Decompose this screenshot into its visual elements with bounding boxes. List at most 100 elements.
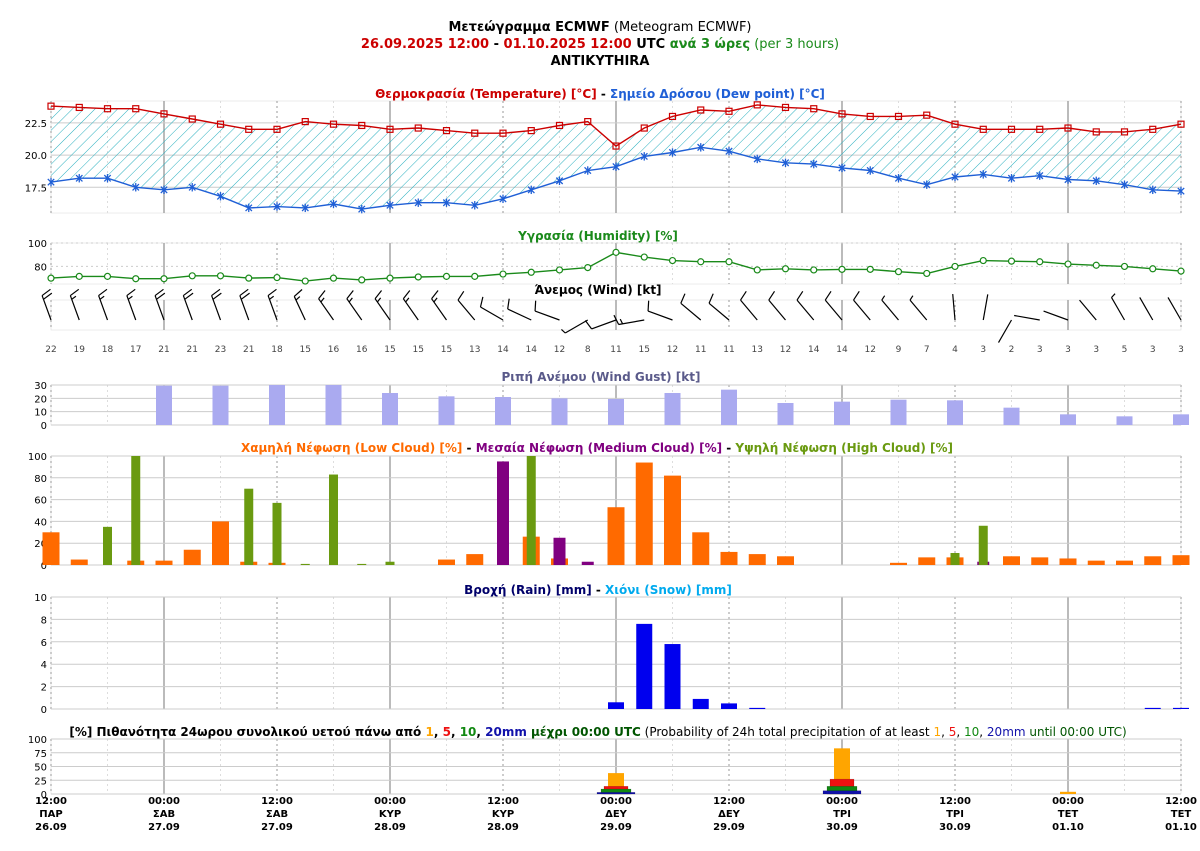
wind-barb-feather <box>613 314 620 325</box>
low-cloud-bar <box>1031 557 1049 565</box>
dewpoint-point <box>75 174 83 183</box>
wind-barb-shaft <box>647 310 673 321</box>
date-tick-label: 28.09 <box>487 822 519 833</box>
wind-barb-shaft <box>1043 310 1069 321</box>
gust-bar <box>156 385 172 425</box>
temperature-point <box>640 124 648 132</box>
wind-barb-feather <box>293 289 303 297</box>
wind-barb-shaft <box>346 298 363 321</box>
humidity-point <box>725 258 733 266</box>
y-tick-label: 10 <box>34 408 47 419</box>
humidity-point <box>640 253 648 261</box>
wind-barb-feather <box>405 297 410 303</box>
wind-barb <box>952 294 956 321</box>
wind-barb <box>293 289 306 321</box>
humidity-point <box>894 268 903 276</box>
dewpoint-point <box>160 185 168 195</box>
humidity-point <box>1092 261 1100 269</box>
temperature-point <box>358 121 366 130</box>
wind-panel-title: Άνεμος (Wind) [kt] <box>534 283 661 297</box>
wind-barb-feather <box>584 320 593 330</box>
wind-barb-shaft <box>564 319 589 334</box>
wind-barb-feather <box>239 288 249 297</box>
wind-barb <box>69 288 80 321</box>
wind-speed-label: 3 <box>1093 345 1099 355</box>
temperature-panel-title: Θερμοκρασία (Temperature) [°C] - Σημείο … <box>375 87 825 101</box>
day-tick-label: ΤΕΤ <box>1058 809 1079 820</box>
wind-barb <box>211 288 222 321</box>
wind-speed-label: 18 <box>271 345 283 355</box>
rain-bar <box>1173 707 1189 709</box>
date-tick-label: 30.09 <box>826 822 858 833</box>
low-cloud-bar <box>1003 556 1020 565</box>
low-cloud-bar <box>70 559 88 565</box>
wind-barb-feather <box>346 290 354 300</box>
date-tick-label: 01.10 <box>1052 822 1084 833</box>
wind-speed-label: 21 <box>158 345 169 355</box>
gust-bar <box>325 385 342 425</box>
high-cloud-bar <box>272 502 282 565</box>
wind-barb <box>346 290 363 321</box>
wind-barb-shaft <box>1014 314 1040 321</box>
wind-barb <box>1014 314 1040 321</box>
dewpoint-point <box>1177 186 1185 196</box>
time-tick-label: 12:00 <box>1165 796 1197 807</box>
wind-barb-shaft <box>680 302 702 321</box>
wind-barb-feather <box>680 293 686 304</box>
dewpoint-point <box>753 154 761 164</box>
wind-barb-shaft <box>41 295 52 321</box>
temperature-dewpoint-series <box>47 101 1185 214</box>
wind-barb-shaft <box>618 319 645 326</box>
time-tick-label: 00:00 <box>826 796 858 807</box>
high-cloud-bar <box>131 456 141 565</box>
wind-barb-feather <box>909 295 914 301</box>
humidity-point <box>471 272 479 280</box>
wind-speed-label: 16 <box>356 345 368 355</box>
dewpoint-point <box>414 198 422 207</box>
low-cloud-bar <box>1144 556 1162 565</box>
dewpoint-point <box>329 199 338 209</box>
temperature-point <box>216 120 225 128</box>
wind-barb-shaft <box>69 295 80 321</box>
wind-barb-shaft <box>997 319 1013 343</box>
day-tick-label: ΚΥΡ <box>492 809 514 820</box>
y-tick-label: 75 <box>34 749 47 760</box>
low-cloud-bar <box>607 507 625 565</box>
dewpoint-point <box>866 166 874 175</box>
day-tick-label: ΔΕΥ <box>718 809 741 820</box>
time-tick-label: 00:00 <box>148 796 180 807</box>
humidity-point <box>612 248 620 256</box>
wind-barb-feather <box>154 288 164 297</box>
dewpoint-point <box>358 204 366 214</box>
date-tick-label: 27.09 <box>148 822 180 833</box>
humidity-point <box>951 262 959 271</box>
humidity-point <box>329 274 338 282</box>
wind-speed-label: 12 <box>865 345 876 355</box>
date-tick-label: 27.09 <box>261 822 293 833</box>
wind-barb-feather <box>41 288 51 297</box>
gust-bar <box>721 389 737 425</box>
wind-speed-label: 12 <box>554 345 565 355</box>
wind-speed-label: 11 <box>695 345 706 355</box>
wind-barb-shaft <box>98 295 109 321</box>
gust-bar <box>1060 414 1076 425</box>
wind-barb <box>796 291 815 321</box>
wind-barb-feather <box>1111 293 1116 298</box>
y-tick-label: 22.5 <box>25 119 47 130</box>
wind-barb-shaft <box>1139 297 1154 321</box>
dewpoint-point <box>612 162 620 171</box>
wind-speed-label: 21 <box>187 345 198 355</box>
humidity-point <box>1036 258 1044 266</box>
dewpoint-point <box>810 159 818 169</box>
wind-barb-shaft <box>402 298 419 321</box>
day-tick-label: ΣΑΒ <box>266 809 288 820</box>
wind-barb <box>1079 299 1097 321</box>
wind-barb-feather <box>320 297 325 303</box>
wind-barb-shaft <box>507 308 532 321</box>
precip-panel-title: Βροχή (Rain) [mm] - Χιόνι (Snow) [mm] <box>464 583 732 597</box>
humidity-point <box>866 265 874 273</box>
humidity-series <box>47 248 1185 285</box>
temperature-point <box>160 110 168 118</box>
probability-bar <box>1060 791 1076 794</box>
wind-barb <box>1043 310 1069 321</box>
